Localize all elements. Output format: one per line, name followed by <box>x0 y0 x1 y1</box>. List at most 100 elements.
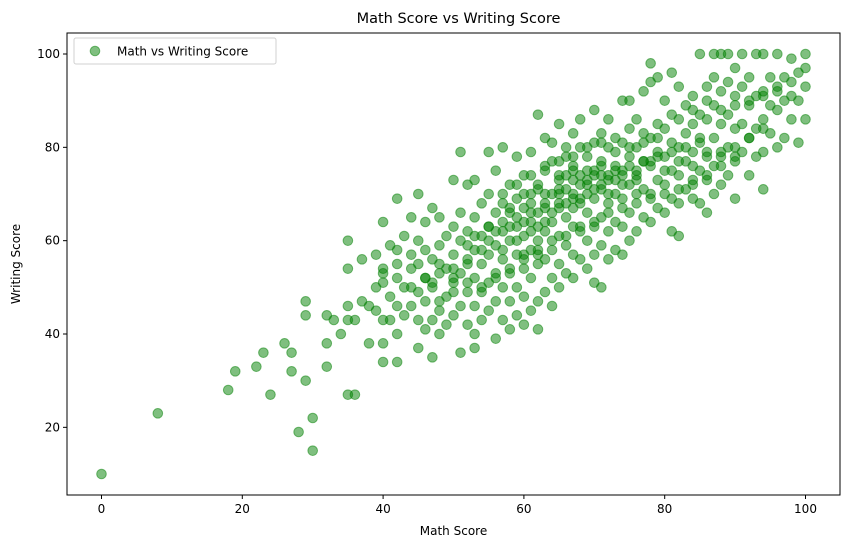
data-point <box>757 90 769 102</box>
data-point <box>455 347 466 358</box>
data-point <box>722 170 734 181</box>
data-point <box>610 165 621 176</box>
data-point <box>370 305 382 316</box>
data-point <box>427 314 438 326</box>
data-point <box>560 212 572 223</box>
data-point <box>715 146 727 158</box>
data-point <box>631 165 642 176</box>
data-point <box>342 300 354 312</box>
data-point <box>757 123 769 134</box>
data-point <box>610 146 621 158</box>
data-point <box>567 272 579 284</box>
data-point <box>511 235 523 246</box>
data-point <box>596 282 607 293</box>
data-point <box>222 384 234 396</box>
data-point <box>511 151 523 162</box>
data-point <box>405 212 417 223</box>
data-point <box>715 104 727 116</box>
data-point <box>603 226 614 237</box>
data-point <box>680 142 692 153</box>
data-point <box>518 263 530 274</box>
data-point <box>405 300 417 312</box>
data-point <box>553 258 565 270</box>
data-point <box>708 132 720 144</box>
data-point <box>391 300 403 312</box>
data-point <box>800 62 811 74</box>
data-point <box>694 132 706 144</box>
data-point <box>363 338 375 349</box>
data-point <box>462 277 473 288</box>
data-point <box>589 249 600 260</box>
data-point <box>448 249 459 260</box>
y-axis-ticks: 20 40 60 80 100 <box>37 47 67 434</box>
data-point <box>645 216 656 228</box>
data-point <box>701 151 713 162</box>
data-point <box>553 118 565 130</box>
data-point <box>793 137 804 148</box>
chart-title: Math Score vs Writing Score <box>357 11 561 27</box>
data-point <box>497 142 509 153</box>
data-point <box>652 72 663 83</box>
data-point <box>645 58 656 69</box>
data-point <box>645 193 656 204</box>
data-point <box>518 188 530 200</box>
data-point <box>743 132 755 144</box>
data-point <box>229 366 241 377</box>
data-point <box>772 48 783 60</box>
data-point <box>398 310 410 321</box>
data-point <box>476 282 487 293</box>
data-point <box>265 389 276 400</box>
data-point <box>525 146 537 158</box>
data-point <box>511 282 523 293</box>
data-point <box>321 338 333 349</box>
data-point <box>413 258 424 270</box>
data-point <box>413 314 424 326</box>
data-point <box>349 389 361 400</box>
data-point <box>673 156 685 167</box>
data-point <box>384 314 396 326</box>
data-point <box>434 240 445 251</box>
y-axis-label: Writing Score <box>9 224 23 304</box>
data-point <box>673 230 685 242</box>
data-point <box>757 146 769 158</box>
data-point <box>673 170 685 181</box>
data-point <box>377 338 389 349</box>
data-point <box>729 100 741 111</box>
data-point <box>546 244 558 256</box>
data-point <box>497 216 509 228</box>
data-point <box>666 67 678 78</box>
data-point <box>497 254 509 265</box>
data-point <box>96 468 107 480</box>
data-point <box>504 202 516 214</box>
data-point <box>539 160 551 172</box>
data-point <box>596 170 607 181</box>
data-point <box>596 137 607 148</box>
data-point <box>659 207 671 218</box>
data-point <box>701 81 713 92</box>
y-tick-label: 20 <box>45 420 60 434</box>
data-point <box>772 81 783 92</box>
data-point <box>581 174 593 186</box>
data-point <box>757 184 769 195</box>
data-point <box>546 272 558 284</box>
data-point <box>757 48 769 60</box>
data-point <box>300 310 311 321</box>
data-point <box>455 207 466 218</box>
data-point <box>567 151 579 162</box>
data-point <box>448 310 459 321</box>
data-point <box>448 263 459 274</box>
data-point <box>581 142 593 153</box>
data-point <box>624 142 635 153</box>
data-point <box>645 156 656 167</box>
data-point <box>673 81 685 92</box>
data-point <box>441 319 452 330</box>
data-point <box>377 216 389 228</box>
data-point <box>729 142 741 153</box>
data-point <box>779 132 790 144</box>
data-point <box>659 95 671 106</box>
data-point <box>525 207 537 218</box>
data-point <box>687 90 699 102</box>
data-point <box>490 207 502 218</box>
data-point <box>560 230 572 242</box>
